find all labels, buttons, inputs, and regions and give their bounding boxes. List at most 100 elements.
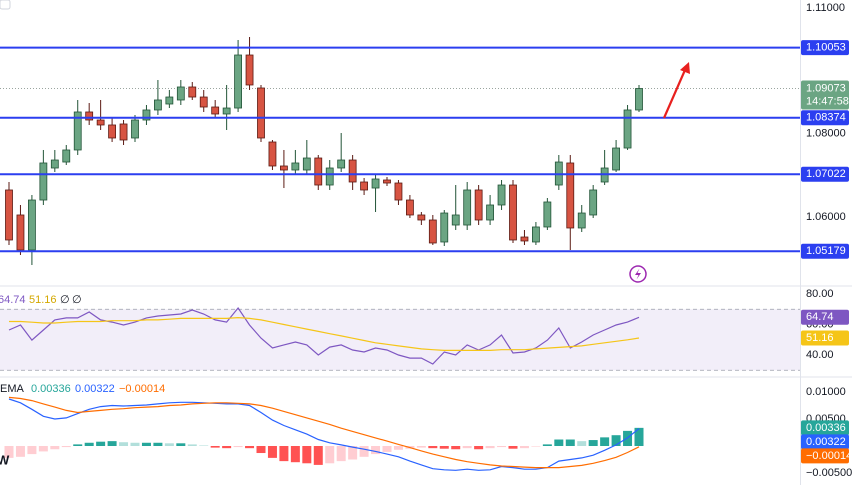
histogram-bar xyxy=(600,437,610,447)
value-box xyxy=(801,110,849,126)
histogram-bar xyxy=(542,444,552,447)
candle-body xyxy=(348,159,357,183)
candle-body xyxy=(566,162,575,229)
candle-body xyxy=(16,214,25,251)
candle-body xyxy=(474,189,483,221)
candle-body xyxy=(39,162,48,201)
value-box-label: 1.05179 xyxy=(806,245,846,257)
candle-body xyxy=(394,182,403,201)
candle-body xyxy=(543,201,552,228)
histogram-bar xyxy=(428,446,438,449)
trend-arrow-head xyxy=(680,62,690,74)
macd-legend-label: EMA xyxy=(0,383,25,395)
histogram-bar xyxy=(130,442,140,447)
histogram-bar xyxy=(61,446,71,448)
candle-body xyxy=(371,178,380,189)
histogram-bar xyxy=(519,446,529,449)
line-series xyxy=(8,398,640,471)
histogram-bar xyxy=(210,446,220,448)
histogram-bar xyxy=(187,444,197,447)
histogram-bar xyxy=(15,446,25,457)
histogram-bar xyxy=(50,446,60,450)
candle-body xyxy=(142,109,151,121)
candle-body xyxy=(589,189,598,216)
histogram-bar xyxy=(497,446,507,448)
candle-body xyxy=(337,159,346,169)
value-box xyxy=(801,243,849,259)
candle-body xyxy=(451,214,460,226)
candle-body xyxy=(509,184,517,241)
candle-body xyxy=(497,184,506,206)
countdown-label: 14:47:58 xyxy=(806,95,849,107)
histogram-bar xyxy=(348,446,358,460)
histogram-bar xyxy=(382,446,392,452)
value-box-label: −0.00014 xyxy=(806,450,852,462)
candle-body xyxy=(199,96,208,108)
candle-body xyxy=(5,189,13,241)
candle-body xyxy=(154,99,162,111)
value-box xyxy=(801,420,849,436)
histogram-bar xyxy=(153,442,163,447)
candle-body xyxy=(314,157,323,186)
value-box xyxy=(801,448,849,464)
toolbar-button[interactable] xyxy=(0,0,11,10)
candle-body xyxy=(62,149,71,163)
candle-body xyxy=(280,165,288,171)
histogram-bar xyxy=(313,446,323,465)
histogram-bar xyxy=(416,446,426,448)
line-series xyxy=(9,316,640,351)
candle-body xyxy=(635,88,643,111)
histogram-bar xyxy=(302,446,312,464)
histogram-bar xyxy=(508,446,518,449)
histogram-bar xyxy=(119,442,129,447)
trend-arrow xyxy=(662,69,687,119)
candle-body xyxy=(302,157,311,171)
histogram-bar xyxy=(611,435,621,447)
candle-body xyxy=(234,54,242,109)
histogram-bar xyxy=(439,446,449,449)
candle-body xyxy=(291,162,300,171)
candle-body xyxy=(96,119,105,126)
candle-body xyxy=(417,214,426,221)
candle-body xyxy=(245,54,254,86)
candle-body xyxy=(108,124,116,139)
candle-body xyxy=(577,212,586,229)
candle-body xyxy=(176,86,185,101)
histogram-bar xyxy=(565,439,575,447)
candle-body xyxy=(428,219,437,244)
overlay-layer: 64.74 51.16 ∅ ∅ EMA 0.00336 0.00322 −0.0… xyxy=(0,0,690,467)
y-tick-label: 1.08000 xyxy=(806,127,846,139)
value-box-label: 64.74 xyxy=(806,311,834,323)
candle-body xyxy=(520,236,529,242)
value-box-label: 0.00336 xyxy=(806,422,846,434)
histogram-bar xyxy=(176,443,186,447)
candle-body xyxy=(612,147,620,171)
histogram-bar xyxy=(336,446,346,462)
legend-symbol: ∅ xyxy=(72,294,82,306)
histogram-bar xyxy=(588,440,598,447)
value-box-label: 1.07022 xyxy=(806,168,846,180)
histogram-bar xyxy=(474,446,484,450)
legend-symbol: ∅ xyxy=(60,294,70,306)
candle-body xyxy=(119,123,128,141)
candle-body xyxy=(28,199,36,251)
candle-body xyxy=(257,87,265,139)
y-tick-label: 1.06000 xyxy=(806,211,846,223)
candle-body xyxy=(211,106,220,115)
histogram-bar xyxy=(4,446,14,458)
value-box-label: 1.08374 xyxy=(806,112,846,124)
y-tick-label: −0.00500 xyxy=(806,467,852,479)
candle-body xyxy=(325,167,334,186)
candle-body xyxy=(440,212,449,243)
candle-body xyxy=(165,96,174,105)
candle-body xyxy=(73,111,82,151)
candle-body xyxy=(268,141,277,167)
histogram-bar xyxy=(531,446,541,447)
value-box xyxy=(801,309,849,325)
histogram-bar xyxy=(27,446,37,455)
histogram-bar xyxy=(267,446,277,458)
candle-body xyxy=(463,189,472,226)
